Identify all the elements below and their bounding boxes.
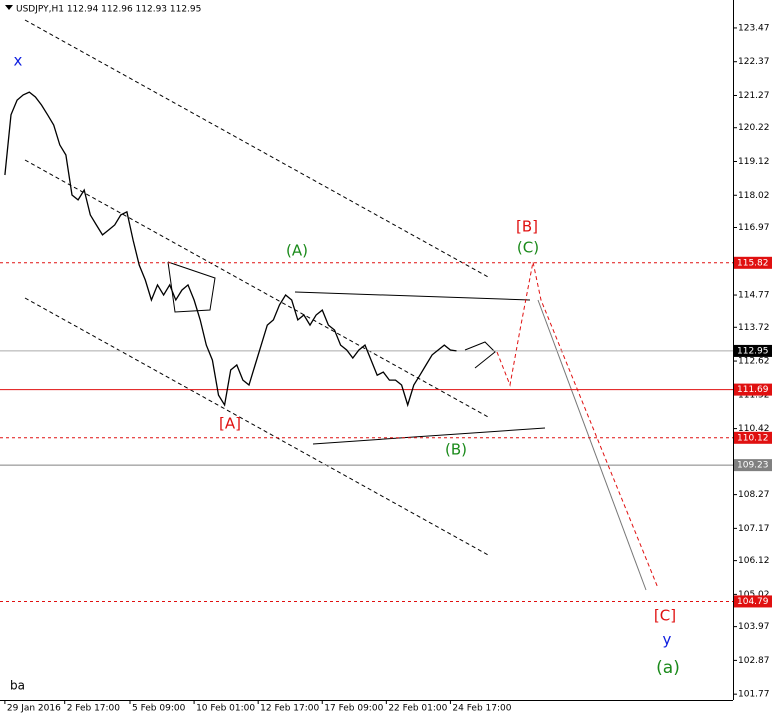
level-box	[734, 595, 772, 608]
y-tick-label: 122.37	[738, 57, 770, 67]
header: USDJPY,H1 112.94 112.96 112.93 112.95	[16, 5, 201, 15]
x-tick-label: 29 Jan 2016	[7, 704, 61, 714]
x-tick-label: 12 Feb 17:00	[260, 704, 319, 714]
menu-icon[interactable]	[5, 5, 13, 10]
level-box	[734, 431, 772, 444]
triangle	[167, 261, 216, 313]
channel-top	[24, 19, 491, 279]
y-tick-label: 107.17	[738, 524, 770, 534]
wave-label: (A)	[286, 242, 308, 260]
wave-label: (a)	[656, 658, 680, 678]
projection-gray	[537, 299, 647, 591]
level-box	[734, 256, 772, 269]
x-tick-label: 10 Feb 01:00	[196, 704, 255, 714]
level-label: 104.79	[737, 597, 769, 607]
level-box	[734, 344, 772, 357]
level-box	[734, 459, 772, 472]
level-label: 112.95	[737, 346, 769, 356]
level-label: 110.12	[737, 433, 769, 443]
resistance-line	[294, 291, 531, 301]
x-tick-label: 5 Feb 09:00	[132, 704, 186, 714]
channel-bottom	[24, 297, 491, 557]
price-line	[4, 91, 457, 408]
wave-label: [A]	[219, 415, 241, 433]
y-tick-label: 112.62	[738, 357, 770, 367]
footer-label: ba	[10, 679, 25, 693]
wave-label: (C)	[517, 239, 539, 257]
projection	[496, 261, 659, 589]
y-tick-label: 103.97	[738, 622, 770, 632]
y-tick-label: 113.72	[738, 323, 770, 333]
y-tick-label: 120.22	[738, 123, 770, 133]
level-box	[734, 383, 772, 396]
y-tick-label: 121.27	[738, 91, 770, 101]
wave-label: [C]	[654, 607, 676, 625]
wave-label: x	[14, 52, 23, 70]
y-tick-label: 119.12	[738, 157, 770, 167]
y-tick-label: 101.77	[738, 690, 770, 700]
y-tick-label: 114.77	[738, 291, 770, 301]
level-label: 109.23	[737, 461, 769, 471]
wave-label: y	[663, 631, 672, 649]
y-tick-label: 116.97	[738, 223, 770, 233]
level-label: 115.82	[737, 258, 769, 268]
level-label: 111.69	[737, 385, 769, 395]
y-tick-label: 108.27	[738, 490, 770, 500]
x-tick-label: 17 Feb 09:00	[324, 704, 383, 714]
wave-label: (B)	[445, 441, 467, 459]
y-tick-label: 123.47	[738, 23, 770, 33]
channel-mid	[24, 159, 491, 419]
y-tick-label: 110.42	[738, 424, 770, 434]
y-tick-label: 118.02	[738, 191, 770, 201]
wave-label: [B]	[516, 218, 538, 236]
x-tick-label: 22 Feb 01:00	[388, 704, 447, 714]
wedge	[464, 341, 496, 369]
support-line	[312, 427, 546, 445]
x-tick-label: 2 Feb 17:00	[67, 704, 121, 714]
trend-lines	[24, 19, 659, 591]
y-tick-label: 105.02	[738, 590, 770, 600]
y-tick-label: 102.87	[738, 656, 770, 666]
x-tick-label: 24 Feb 17:00	[452, 704, 511, 714]
y-tick-label: 106.12	[738, 556, 770, 566]
